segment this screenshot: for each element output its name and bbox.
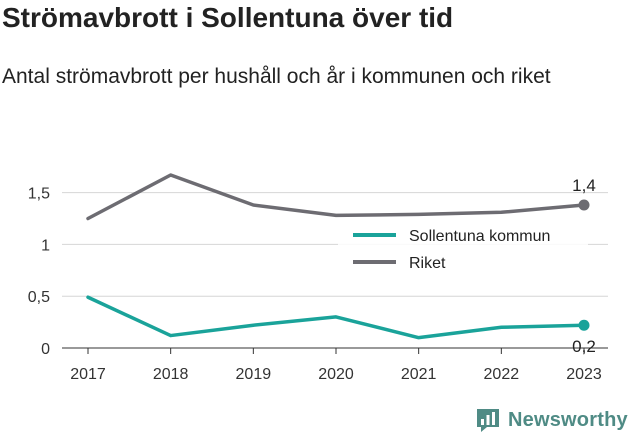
series-end-point — [578, 199, 590, 211]
series-end-label: 1,4 — [572, 176, 596, 195]
chart-title: Strömavbrott i Sollentuna över tid — [2, 2, 454, 33]
brand-name: Newsworthy — [508, 408, 628, 431]
y-tick-label: 1,5 — [28, 186, 50, 203]
x-tick-label: 2023 — [566, 366, 602, 383]
legend: Sollentuna kommun Riket — [338, 223, 588, 274]
legend-label: Sollentuna kommun — [409, 228, 550, 245]
series-line-sollentuna-kommun — [86, 295, 586, 340]
x-tick-label: 2021 — [401, 366, 437, 383]
x-tick-label: 2017 — [70, 366, 106, 383]
x-tick-label: 2022 — [484, 366, 520, 383]
legend-label: Riket — [409, 255, 446, 272]
newsworthy-icon — [477, 409, 499, 432]
x-tick-label: 2020 — [318, 366, 354, 383]
x-tick-label: 2018 — [153, 366, 189, 383]
y-axis-ticks: 0 0,5 1 1,5 — [28, 186, 50, 358]
x-tick-label: 2019 — [236, 366, 272, 383]
series-lines: 0,2 1,4 — [86, 173, 596, 356]
series-end-point — [578, 319, 590, 331]
y-tick-label: 0 — [41, 341, 50, 358]
series-line-riket — [86, 173, 586, 221]
series-end-label: 0,2 — [572, 337, 596, 356]
y-tick-label: 0,5 — [28, 289, 50, 306]
x-axis-ticks: 2017 2018 2019 2020 2021 2022 2023 — [70, 348, 602, 383]
y-tick-label: 1 — [41, 237, 50, 254]
gridlines — [62, 192, 608, 349]
chart-subtitle: Antal strömavbrott per hushåll och år i … — [2, 65, 551, 88]
newsworthy-logo: Newsworthy — [475, 406, 628, 434]
